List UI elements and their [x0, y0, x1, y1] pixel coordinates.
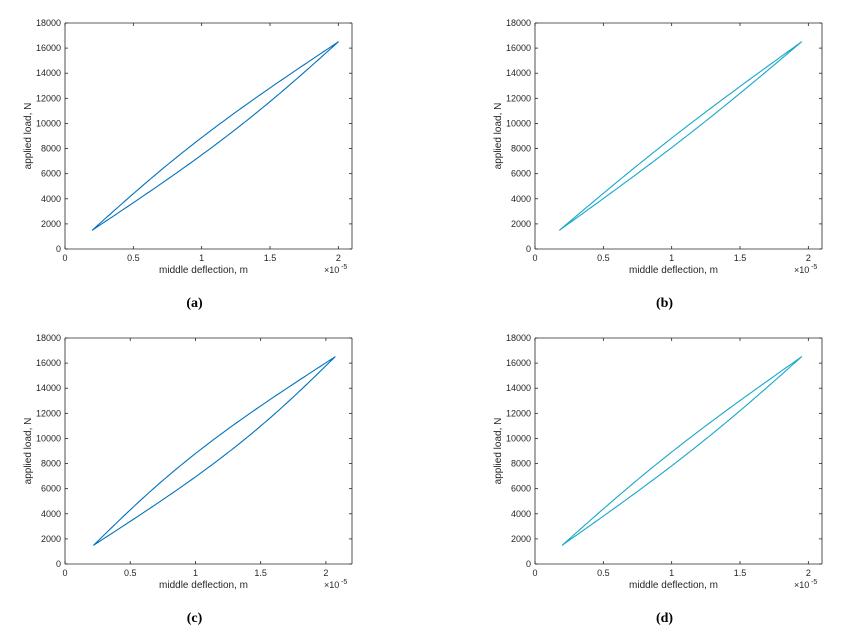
y-tick-label: 12000: [506, 93, 531, 103]
chart-svg-b: 0 0.5 1 1.5 2 0 2000 4000 6000 8000 10000 12000 1400…: [493, 18, 823, 311]
y-tick-label: 14000: [506, 68, 531, 78]
x-tick-label: 1.5: [734, 568, 747, 578]
y-axis-label: applied load, N: [23, 418, 34, 485]
x-tick-label: 2: [806, 568, 811, 578]
y-tick-label: 12000: [506, 408, 531, 418]
x-exponent-power: -5: [811, 264, 817, 271]
y-tick-label: 18000: [36, 18, 61, 28]
hysteresis-loop-series: [91, 41, 339, 231]
y-tick-label: 0: [526, 244, 531, 254]
y-tick-label: 16000: [506, 358, 531, 368]
x-axis-label: middle deflection, m: [629, 580, 718, 591]
hysteresis-loop-series: [559, 41, 803, 231]
y-tick-label: 0: [526, 559, 531, 569]
chart-panel-a: 0 0.5 1 1.5 2 0 2000 4000 6000 8000 10000 12000 1400…: [0, 0, 430, 315]
y-tick-label: 18000: [36, 333, 61, 343]
x-tick-label: 1.5: [264, 253, 277, 263]
panel-caption: (c): [187, 611, 203, 626]
y-tick-label: 16000: [36, 358, 61, 368]
x-tick-label: 0: [62, 568, 67, 578]
x-exponent-power: -5: [341, 579, 347, 586]
y-tick-label: 10000: [506, 433, 531, 443]
x-tick-label: 1.5: [254, 568, 267, 578]
x-exponent-power: -5: [811, 579, 817, 586]
chart-svg-a: 0 0.5 1 1.5 2 0 2000 4000 6000 8000 10000 12000 1400…: [23, 18, 353, 311]
y-tick-label: 4000: [41, 194, 61, 204]
y-tick-label: 0: [56, 244, 61, 254]
x-tick-label: 2: [806, 253, 811, 263]
y-tick-label: 2000: [41, 219, 61, 229]
y-tick-label: 16000: [36, 43, 61, 53]
x-tick-label: 2: [323, 568, 328, 578]
chart-panel-c: 0 0.5 1 1.5 2 0 2000 4000 6000 8000 10000 12000 1400…: [0, 315, 430, 630]
chart-svg-c: 0 0.5 1 1.5 2 0 2000 4000 6000 8000 10000 12000 1400…: [23, 333, 353, 626]
y-axis-label: applied load, N: [493, 418, 504, 485]
x-exponent-power: -5: [341, 264, 347, 271]
y-tick-label: 6000: [41, 169, 61, 179]
y-tick-label: 8000: [511, 144, 531, 154]
x-tick-label: 0: [532, 568, 537, 578]
panel-caption: (d): [656, 611, 673, 626]
x-tick-label: 1: [193, 568, 198, 578]
y-tick-label: 4000: [511, 509, 531, 519]
y-tick-label: 4000: [41, 509, 61, 519]
y-tick-label: 12000: [36, 93, 61, 103]
panel-caption: (a): [186, 296, 203, 311]
x-tick-label: 2: [336, 253, 341, 263]
y-tick-label: 8000: [511, 459, 531, 469]
y-tick-label: 4000: [511, 194, 531, 204]
x-tick-label: 1: [199, 253, 204, 263]
y-tick-label: 10000: [36, 118, 61, 128]
y-tick-label: 10000: [36, 433, 61, 443]
chart-svg-d: 0 0.5 1 1.5 2 0 2000 4000 6000 8000 10000 12000 1400…: [493, 333, 823, 626]
hysteresis-loop-series: [93, 356, 336, 546]
x-exponent-label: ×10: [324, 580, 339, 590]
y-tick-label: 0: [56, 559, 61, 569]
x-exponent-label: ×10: [794, 580, 809, 590]
chart-panel-b: 0 0.5 1 1.5 2 0 2000 4000 6000 8000 10000 12000 1400…: [430, 0, 860, 315]
x-exponent-label: ×10: [324, 265, 339, 275]
y-tick-label: 6000: [511, 484, 531, 494]
y-tick-label: 14000: [36, 68, 61, 78]
y-tick-label: 6000: [511, 169, 531, 179]
y-tick-label: 2000: [511, 534, 531, 544]
x-tick-label: 0.5: [124, 568, 137, 578]
x-tick-label: 1.5: [734, 253, 747, 263]
y-tick-label: 10000: [506, 118, 531, 128]
x-tick-label: 0: [62, 253, 67, 263]
x-axis-label: middle deflection, m: [159, 580, 248, 591]
y-tick-label: 14000: [506, 383, 531, 393]
x-tick-label: 1: [669, 253, 674, 263]
y-tick-label: 8000: [41, 144, 61, 154]
y-tick-label: 14000: [36, 383, 61, 393]
x-tick-label: 0.5: [127, 253, 140, 263]
y-tick-label: 8000: [41, 459, 61, 469]
y-tick-label: 18000: [506, 333, 531, 343]
x-axis-label: middle deflection, m: [629, 265, 718, 276]
x-tick-label: 1: [669, 568, 674, 578]
y-tick-label: 18000: [506, 18, 531, 28]
chart-panel-d: 0 0.5 1 1.5 2 0 2000 4000 6000 8000 10000 12000 1400…: [430, 315, 860, 630]
hysteresis-loop-series: [561, 356, 803, 546]
panel-caption: (b): [656, 296, 673, 311]
x-exponent-label: ×10: [794, 265, 809, 275]
y-tick-label: 16000: [506, 43, 531, 53]
y-axis-label: applied load, N: [493, 103, 504, 170]
y-tick-label: 2000: [41, 534, 61, 544]
y-tick-label: 6000: [41, 484, 61, 494]
x-tick-label: 0.5: [597, 253, 610, 263]
x-tick-label: 0.5: [597, 568, 610, 578]
y-tick-label: 12000: [36, 408, 61, 418]
y-axis-label: applied load, N: [23, 103, 34, 170]
x-tick-label: 0: [532, 253, 537, 263]
y-tick-label: 2000: [511, 219, 531, 229]
x-axis-label: middle deflection, m: [159, 265, 248, 276]
